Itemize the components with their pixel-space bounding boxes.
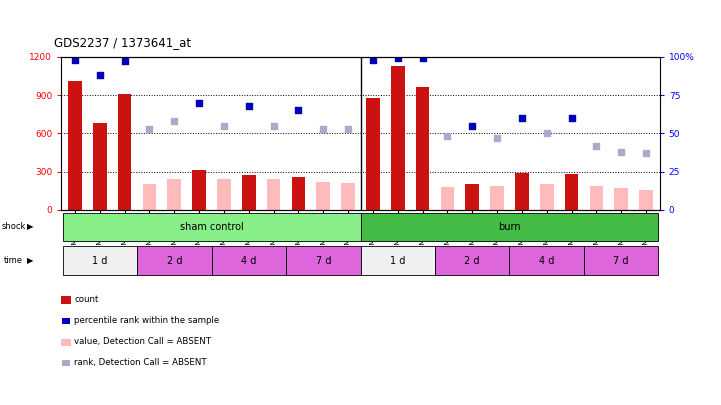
Point [392,55,404,62]
Point [293,107,304,113]
Text: rank, Detection Call = ABSENT: rank, Detection Call = ABSENT [74,358,207,367]
Point [491,135,503,141]
Point [69,57,81,63]
Text: count: count [74,295,99,304]
Text: 2 d: 2 d [464,256,480,266]
Bar [286,246,360,275]
Bar [137,246,211,275]
Point [541,130,552,136]
Bar [211,246,286,275]
Point [243,102,255,109]
Bar [640,190,653,210]
Point [342,126,354,132]
Point [193,100,205,106]
Bar [565,174,578,210]
Bar [291,177,305,210]
Bar [435,246,510,275]
Bar [441,187,454,210]
Bar [416,87,430,210]
Bar [391,66,404,210]
Bar [68,81,81,210]
Point [267,122,279,129]
Bar [143,184,156,210]
Point [466,122,478,129]
Point [590,143,602,149]
Text: ▶: ▶ [27,256,34,265]
Bar [63,213,360,241]
Text: 1 d: 1 d [92,256,107,266]
Text: 7 d: 7 d [614,256,629,266]
Point [442,133,454,140]
Bar [590,186,603,210]
Point [94,72,105,78]
Bar [360,246,435,275]
Text: 2 d: 2 d [167,256,182,266]
Bar [118,94,131,210]
Text: 4 d: 4 d [539,256,554,266]
Text: GDS2237 / 1373641_at: GDS2237 / 1373641_at [54,36,191,49]
Bar [193,171,206,210]
Text: sham control: sham control [180,222,244,232]
Bar [360,213,658,241]
Point [169,118,180,124]
Text: shock: shock [1,222,26,231]
Bar [167,179,181,210]
Text: ▶: ▶ [27,222,34,231]
Text: burn: burn [498,222,521,232]
Point [417,55,428,62]
Point [367,57,379,63]
Point [516,115,528,121]
Text: percentile rank within the sample: percentile rank within the sample [74,316,219,325]
Point [119,58,131,64]
Bar [93,123,107,210]
Point [616,149,627,155]
Bar [466,184,479,210]
Bar [614,188,628,210]
Text: 1 d: 1 d [390,256,405,266]
Point [317,126,329,132]
Point [218,122,230,129]
Bar [317,182,330,210]
Text: 4 d: 4 d [241,256,257,266]
Text: 7 d: 7 d [316,256,331,266]
Point [640,150,652,156]
Bar [490,186,504,210]
Bar [63,246,137,275]
Bar [267,179,280,210]
Point [143,126,155,132]
Bar [341,183,355,210]
Bar [515,173,528,210]
Bar [217,179,231,210]
Bar [584,246,658,275]
Point [566,115,578,121]
Bar [366,98,380,210]
Text: value, Detection Call = ABSENT: value, Detection Call = ABSENT [74,337,211,346]
Bar [242,175,255,210]
Text: time: time [4,256,22,265]
Bar [540,184,554,210]
Bar [510,246,584,275]
